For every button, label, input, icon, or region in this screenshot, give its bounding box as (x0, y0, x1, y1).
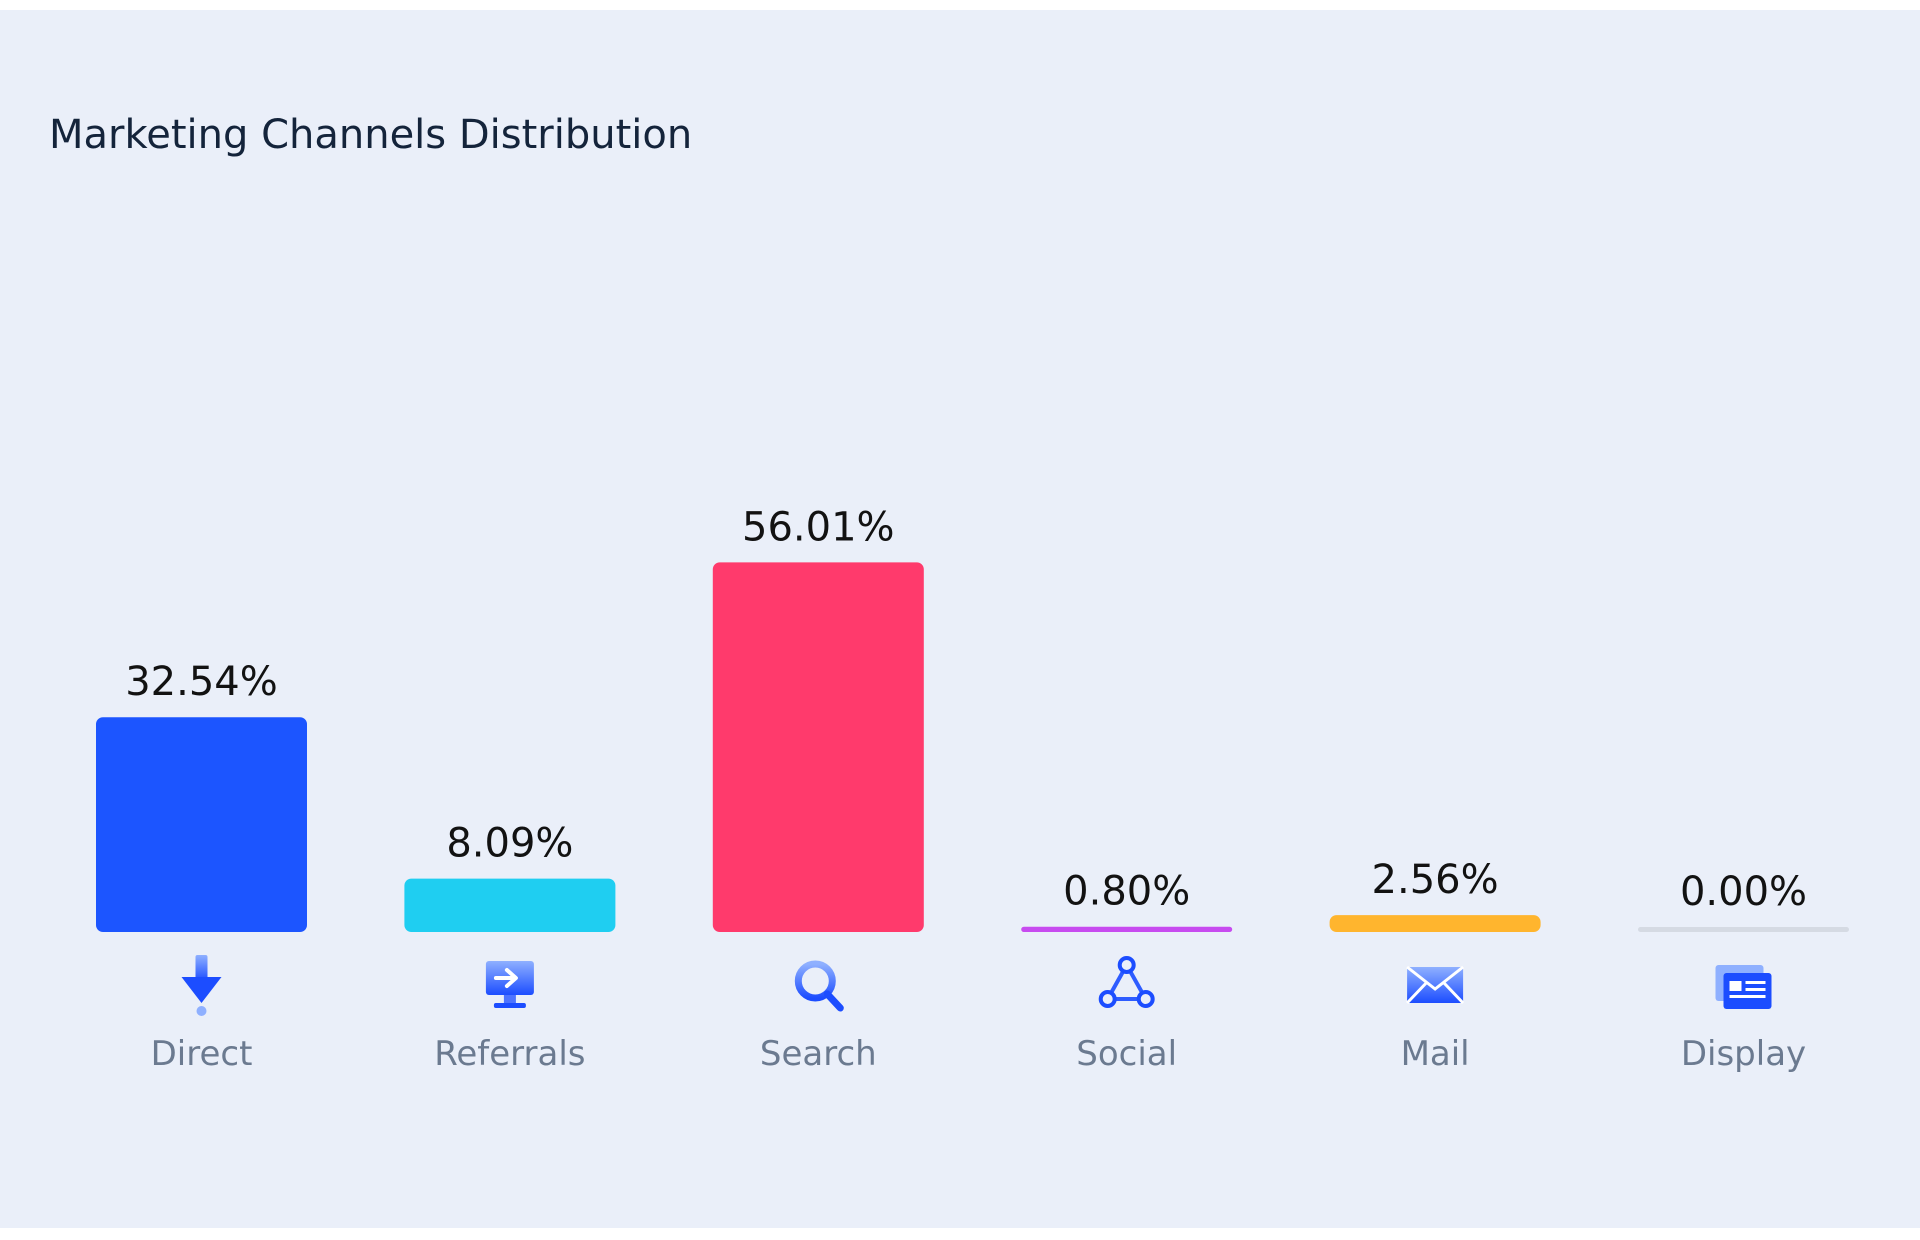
value-label-direct: 32.54% (125, 659, 278, 705)
social-share-icon (1098, 956, 1155, 1008)
category-label-mail: Mail (1401, 1034, 1470, 1074)
chart-title: Marketing Channels Distribution (49, 112, 693, 158)
category-label-referrals: Referrals (434, 1034, 585, 1074)
category-label-search: Search (760, 1034, 877, 1074)
value-label-referrals: 8.09% (446, 821, 573, 867)
search-icon (794, 960, 844, 1012)
display-window-icon (1715, 965, 1772, 1009)
bar-mail (1329, 915, 1541, 932)
value-label-search: 56.01% (742, 504, 895, 550)
value-label-social: 0.80% (1063, 869, 1190, 915)
category-label-direct: Direct (151, 1034, 253, 1074)
bar-search (712, 562, 924, 932)
bar-direct (96, 717, 307, 932)
value-label-mail: 2.56% (1372, 857, 1499, 903)
arrow-down-icon (181, 955, 222, 1016)
value-label-display: 0.00% (1680, 869, 1807, 915)
referral-monitor-icon (485, 961, 534, 1008)
bar-display (1638, 927, 1849, 932)
category-label-display: Display (1681, 1034, 1806, 1074)
category-label-social: Social (1076, 1034, 1177, 1074)
bar-social (1021, 926, 1233, 932)
chart-card (0, 10, 1920, 1228)
mail-icon (1406, 965, 1465, 1005)
bar-referrals (404, 878, 616, 932)
